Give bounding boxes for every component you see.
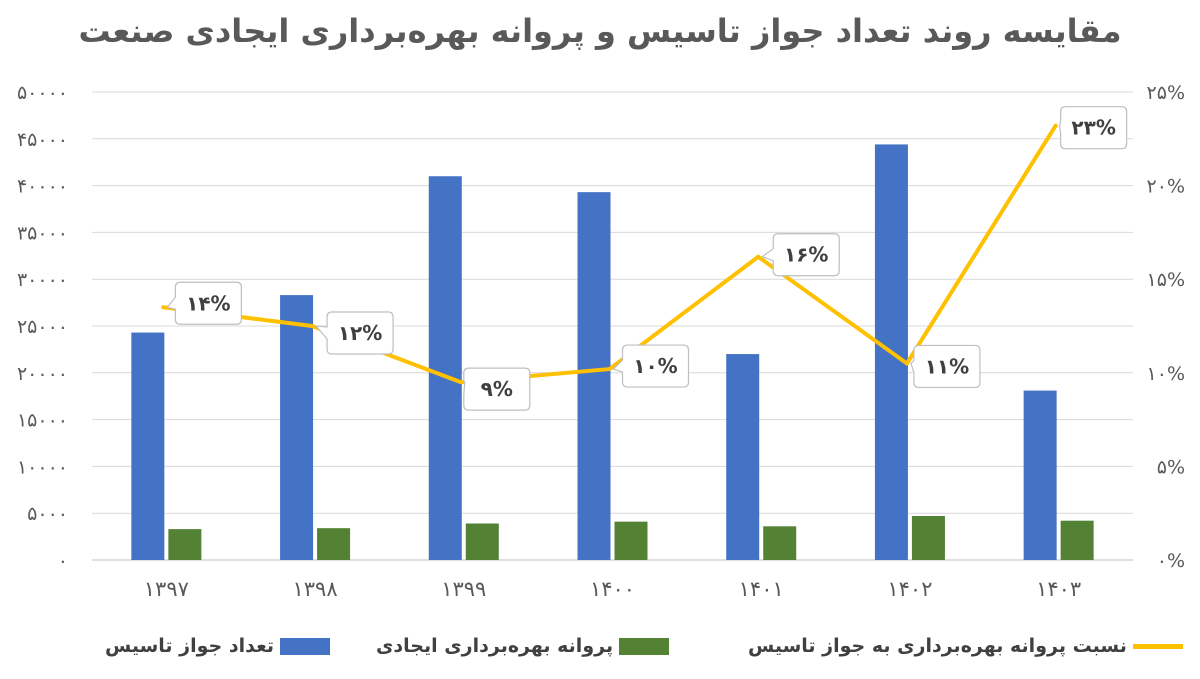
data-label: ۲۳% [1071, 116, 1115, 140]
legend-item-permits: تعداد جواز تاسیس [105, 628, 330, 664]
y-left-tick-label: ۵۰۰۰۰ [17, 82, 68, 104]
bar-licenses [911, 516, 945, 560]
legend-label-permits: تعداد جواز تاسیس [105, 635, 274, 657]
data-label-box [612, 344, 690, 388]
y-left-tick-label: ۲۵۰۰۰ [17, 316, 68, 338]
data-label-callout: ۹% [463, 367, 531, 411]
ratio-point [161, 305, 166, 310]
data-labels: ۱۴% ۱۲% ۹% ۱۰% ۱۶% ۱۱% ۲۳% [166, 106, 1128, 411]
data-label-callout: ۲۳% [1059, 106, 1128, 150]
y-right-tick-label: ۲۰% [1147, 176, 1185, 198]
y-left-tick-label: ۱۵۰۰۰ [17, 410, 68, 432]
ratio-point [756, 254, 761, 259]
legend-item-ratio: نسبت پروانه بهره‌برداری به جواز تاسیس [748, 628, 1183, 664]
x-tick-label: ۱۳۹۹ [441, 577, 486, 601]
bars [131, 144, 1094, 561]
y-right-tick-label: ۰% [1157, 550, 1185, 572]
data-label: ۱۱% [925, 354, 969, 378]
bar-permits [1023, 390, 1057, 560]
data-label-callout: ۱۴% [166, 281, 242, 325]
y-right-tick-label: ۱۰% [1147, 363, 1185, 385]
y-left-tick-label: ۵۰۰۰ [27, 503, 68, 525]
chart-title: مقایسه روند تعداد جواز تاسیس و پروانه به… [78, 12, 1122, 50]
x-tick-label: ۱۳۹۸ [293, 577, 338, 601]
data-label-callout: ۱۱% [910, 344, 981, 389]
bar-licenses [317, 528, 351, 560]
data-label-callout: ۱۶% [760, 233, 840, 277]
x-tick-label: ۱۳۹۷ [144, 577, 189, 601]
data-label-box [760, 233, 840, 277]
data-label-callout: ۱۲% [314, 311, 394, 355]
ratio-point [1053, 123, 1058, 128]
bar-licenses [465, 523, 499, 560]
ratio-point [607, 367, 612, 372]
x-tick-label: ۱۴۰۰ [590, 577, 635, 601]
y-left-tick-label: ۱۰۰۰۰ [17, 456, 68, 478]
data-label: ۱۰% [633, 354, 677, 378]
data-label: ۱۴% [186, 291, 230, 315]
ratio-point [310, 324, 315, 328]
x-axis: ۱۳۹۷ ۱۳۹۸ ۱۳۹۹ ۱۴۰۰ ۱۴۰۱ ۱۴۰۲ ۱۴۰۳ [144, 577, 1081, 601]
ratio-point [904, 361, 909, 366]
data-label-box [166, 281, 242, 325]
data-label: ۱۲% [338, 321, 382, 345]
data-label-callout: ۱۰% [612, 344, 690, 388]
data-label-box [1059, 106, 1128, 150]
y-left-tick-label: ۳۰۰۰۰ [17, 269, 68, 291]
data-label-box [463, 367, 531, 411]
data-label: ۱۶% [784, 243, 828, 267]
legend-label-licenses: پروانه بهره‌برداری ایجادی [376, 635, 614, 657]
x-tick-label: ۱۴۰۲ [887, 577, 932, 601]
y-right-tick-label: ۵% [1157, 456, 1185, 478]
data-label-box [910, 344, 981, 389]
x-tick-label: ۱۴۰۱ [739, 577, 784, 601]
bar-licenses [168, 529, 202, 560]
y-left-tick-label: ۰ [58, 550, 68, 572]
bar-permits [280, 295, 314, 560]
x-tick-label: ۱۴۰۳ [1036, 577, 1081, 601]
y-left-tick-label: ۴۰۰۰۰ [17, 176, 68, 198]
bar-permits [726, 354, 760, 560]
bar-permits [577, 192, 611, 561]
data-label: ۹% [481, 377, 513, 401]
y-right-tick-label: ۲۵% [1147, 82, 1185, 104]
legend: تعداد جواز تاسیس پروانه بهره‌برداری ایجا… [0, 628, 1200, 664]
y-left-tick-label: ۳۵۰۰۰ [17, 222, 68, 244]
legend-swatch-permits [279, 637, 330, 655]
legend-swatch-ratio [1132, 643, 1183, 649]
legend-label-ratio: نسبت پروانه بهره‌برداری به جواز تاسیس [748, 635, 1127, 657]
y-left-tick-label: ۴۵۰۰۰ [17, 129, 68, 151]
bar-licenses [763, 526, 797, 560]
ratio-point [458, 380, 463, 385]
bar-licenses [614, 521, 648, 560]
bar-licenses [1060, 520, 1094, 560]
data-label-box [314, 311, 394, 355]
y-axis-left: ۰ ۵۰۰۰ ۱۰۰۰۰ ۱۵۰۰۰ ۲۰۰۰۰ ۲۵۰۰۰ ۳۰۰۰۰ ۳۵۰۰۰ ۴۰۰۰۰… [17, 82, 68, 572]
y-right-tick-label: ۱۵% [1147, 269, 1185, 291]
y-axis-right: ۰% ۵% ۱۰% ۱۵% ۲۰% ۲۵% [1147, 82, 1185, 572]
bar-permits [428, 176, 462, 561]
bar-permits [131, 332, 165, 560]
y-left-tick-label: ۲۰۰۰۰ [17, 363, 68, 385]
legend-swatch-licenses [619, 637, 670, 655]
ratio-line [161, 123, 1058, 385]
gridlines [92, 91, 1133, 561]
legend-item-licenses: پروانه بهره‌برداری ایجادی [376, 628, 670, 664]
